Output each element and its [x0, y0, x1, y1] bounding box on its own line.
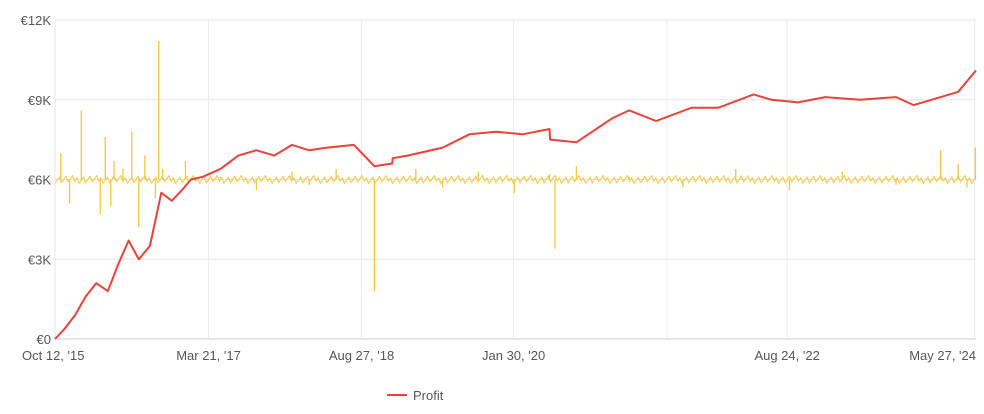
y-axis-labels: €0 €3K €6K €9K €12K [21, 13, 52, 347]
x-axis-labels: Oct 12, '15 Mar 21, '17 Aug 27, '18 Jan 30,… [22, 348, 976, 363]
profit-series [54, 69, 977, 340]
secondary-series-spikes [54, 41, 977, 292]
y-tick-label: €12K [21, 13, 52, 28]
y-tick-label: €0 [37, 332, 51, 347]
y-tick-label: €6K [28, 173, 51, 188]
legend[interactable]: Profit [387, 388, 444, 403]
secondary-baseline-noise [54, 174, 977, 185]
y-tick-label: €3K [28, 252, 51, 267]
x-tick-label: Aug 27, '18 [329, 348, 394, 363]
profit-line [54, 69, 977, 340]
legend-label-profit: Profit [413, 388, 444, 403]
x-tick-label: Aug 24, '22 [754, 348, 819, 363]
y-tick-label: €9K [28, 93, 51, 108]
x-tick-label: May 27, '24 [909, 348, 976, 363]
x-tick-label: Mar 21, '17 [176, 348, 241, 363]
x-tick-label: Oct 12, '15 [22, 348, 84, 363]
x-tick-label: Jan 30, '20 [482, 348, 545, 363]
